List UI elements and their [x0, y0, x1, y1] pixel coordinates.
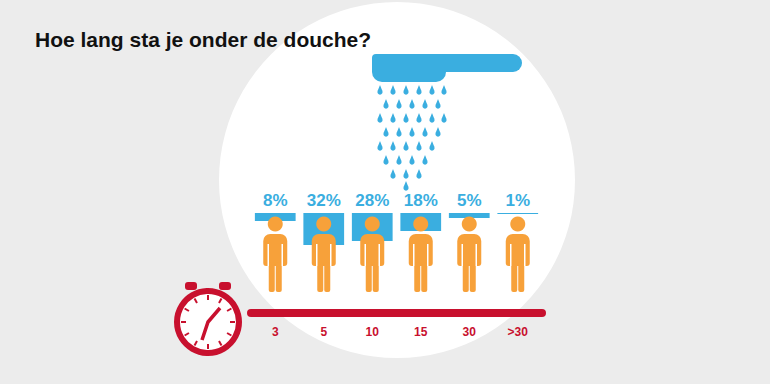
svg-text:5%: 5%: [457, 191, 482, 210]
svg-text:>30: >30: [508, 325, 529, 339]
svg-text:28%: 28%: [355, 191, 389, 210]
svg-text:8%: 8%: [263, 191, 288, 210]
svg-text:30: 30: [463, 325, 477, 339]
svg-text:1%: 1%: [505, 191, 530, 210]
svg-text:18%: 18%: [404, 191, 438, 210]
svg-text:5: 5: [320, 325, 327, 339]
svg-text:3: 3: [272, 325, 279, 339]
svg-text:15: 15: [414, 325, 428, 339]
svg-text:32%: 32%: [307, 191, 341, 210]
svg-text:10: 10: [366, 325, 380, 339]
svg-text:Hoe lang sta je onder de douch: Hoe lang sta je onder de douche?: [35, 28, 371, 51]
